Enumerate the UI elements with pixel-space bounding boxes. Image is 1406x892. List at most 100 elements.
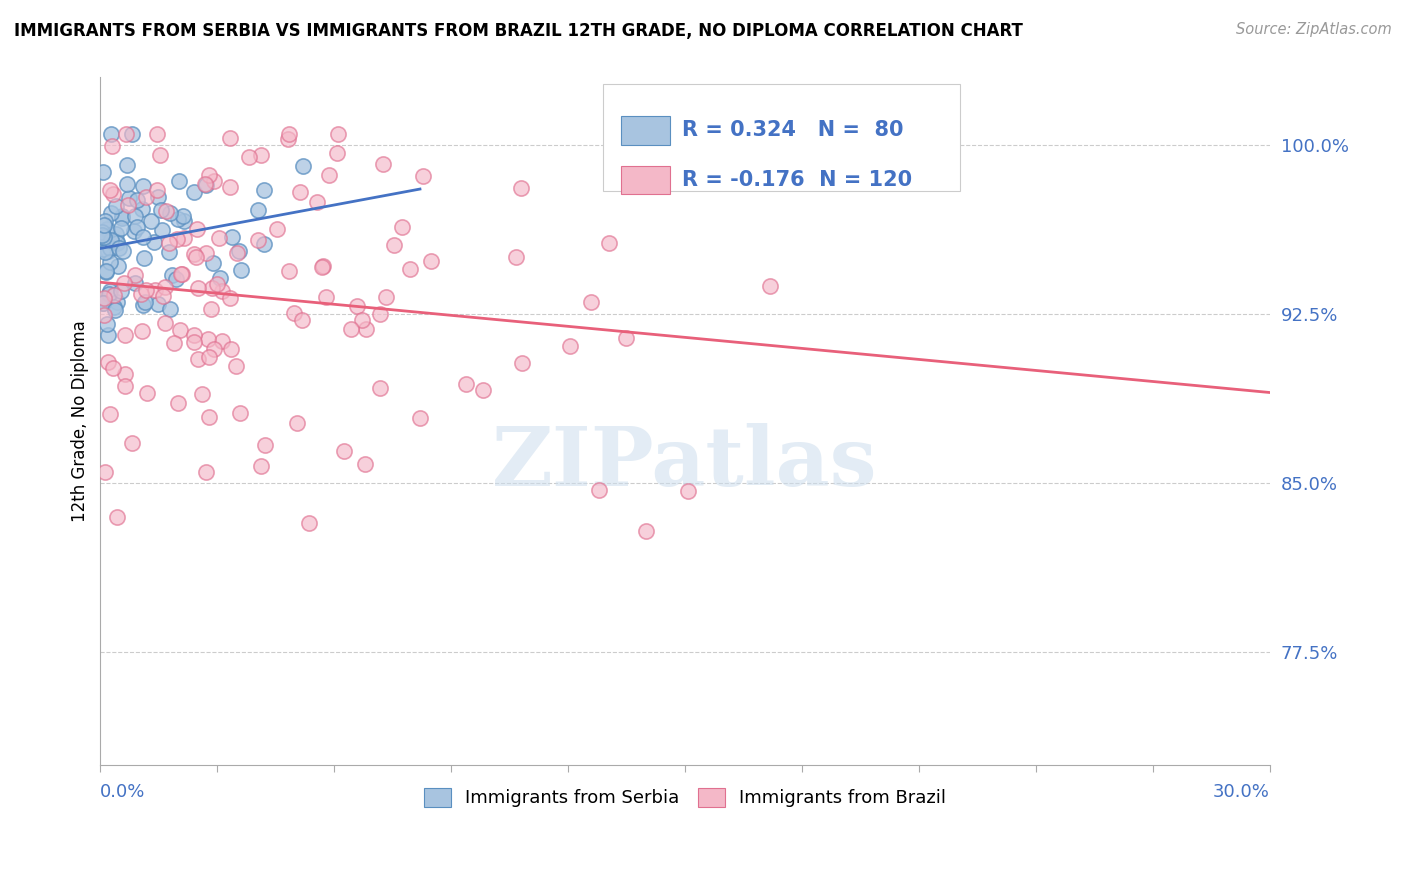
Text: Source: ZipAtlas.com: Source: ZipAtlas.com — [1236, 22, 1392, 37]
Point — [105, 295, 128, 310]
Point — [190, 386, 212, 401]
FancyBboxPatch shape — [620, 166, 669, 194]
Point — [146, 127, 169, 141]
Point — [219, 343, 242, 357]
Point — [202, 343, 225, 357]
Point — [91, 225, 114, 239]
Point — [454, 376, 477, 391]
Point — [166, 211, 188, 226]
Point — [152, 289, 174, 303]
Point — [187, 281, 209, 295]
Point — [101, 139, 124, 153]
Point — [101, 360, 124, 375]
Point — [194, 246, 217, 260]
Point — [143, 235, 166, 250]
Point — [157, 236, 180, 251]
Point — [94, 264, 117, 278]
Point — [163, 336, 186, 351]
Point — [105, 227, 128, 241]
Point — [170, 267, 193, 281]
Point — [107, 260, 129, 274]
Point — [382, 238, 405, 252]
Point — [117, 178, 139, 192]
Point — [132, 298, 155, 312]
Point — [98, 284, 121, 298]
Point — [169, 323, 191, 337]
Point — [194, 177, 217, 191]
Point — [132, 178, 155, 193]
Point — [110, 221, 132, 235]
Point — [211, 284, 233, 298]
Point — [124, 210, 146, 224]
Point — [253, 437, 276, 451]
Point — [250, 148, 273, 162]
Point — [368, 381, 391, 395]
Point — [250, 458, 273, 473]
Point — [131, 324, 153, 338]
Point — [368, 307, 391, 321]
Point — [288, 186, 311, 200]
Point — [121, 127, 143, 141]
Point — [350, 313, 373, 327]
Point — [155, 204, 177, 219]
Point — [219, 291, 242, 305]
Point — [91, 242, 114, 256]
Point — [132, 230, 155, 244]
Point — [398, 262, 420, 277]
Point — [198, 168, 221, 182]
Point — [134, 295, 156, 310]
Point — [581, 295, 603, 310]
Point — [229, 406, 252, 420]
Point — [408, 411, 430, 425]
Point — [162, 268, 184, 282]
Point — [391, 220, 413, 235]
Text: IMMIGRANTS FROM SERBIA VS IMMIGRANTS FROM BRAZIL 12TH GRADE, NO DIPLOMA CORRELAT: IMMIGRANTS FROM SERBIA VS IMMIGRANTS FRO… — [14, 22, 1024, 40]
Point — [122, 224, 145, 238]
Point — [208, 231, 231, 245]
Point — [150, 222, 173, 236]
Point — [105, 510, 128, 524]
Point — [326, 127, 349, 141]
Point — [197, 409, 219, 424]
Point — [246, 233, 269, 247]
Point — [93, 218, 115, 232]
Point — [141, 214, 163, 228]
Point — [91, 165, 114, 179]
Point — [291, 313, 314, 327]
Point — [170, 267, 193, 281]
Point — [146, 183, 169, 197]
Point — [143, 283, 166, 297]
Point — [312, 259, 335, 273]
Point — [114, 328, 136, 343]
Point — [136, 386, 159, 401]
Point — [98, 407, 121, 421]
Point — [318, 168, 340, 182]
Point — [510, 356, 533, 370]
Point — [225, 359, 247, 374]
Point — [198, 350, 221, 364]
Point — [253, 183, 276, 197]
Point — [420, 254, 443, 268]
Point — [121, 435, 143, 450]
Point — [105, 235, 128, 250]
Point — [96, 265, 118, 279]
Point — [104, 199, 127, 213]
Point — [159, 206, 181, 220]
Point — [194, 178, 217, 192]
Point — [100, 233, 122, 247]
Point — [278, 127, 301, 141]
Text: R = -0.176  N = 120: R = -0.176 N = 120 — [682, 170, 911, 190]
Point — [758, 279, 780, 293]
Point — [201, 255, 224, 269]
Point — [153, 316, 176, 330]
Point — [93, 291, 115, 305]
Point — [149, 148, 172, 162]
Point — [117, 198, 139, 212]
Point — [98, 241, 121, 255]
Point — [253, 237, 276, 252]
Point — [115, 158, 138, 172]
Point — [111, 209, 134, 223]
Point — [173, 231, 195, 245]
Point — [112, 244, 135, 259]
Point — [146, 296, 169, 310]
